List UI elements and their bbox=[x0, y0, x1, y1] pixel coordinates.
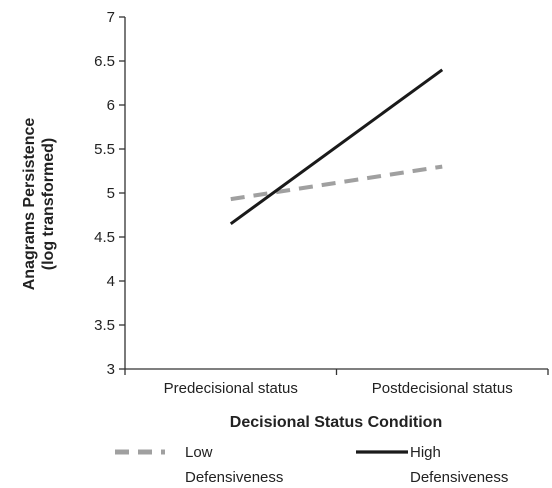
y-axis-title: Anagrams Persistence (log transformed) bbox=[21, 118, 57, 291]
series-line-high-defensiveness bbox=[229, 68, 444, 226]
legend-item-high-defensiveness: High Defensiveness bbox=[356, 444, 508, 486]
y-tick-label-3-5: 3.5 bbox=[94, 317, 115, 334]
y-axis-ticks: 3 3.5 4 4.5 5 5.5 6 6.5 7 bbox=[94, 9, 125, 378]
y-tick-label-5: 5 bbox=[107, 185, 115, 202]
y-tick-label-5-5: 5.5 bbox=[94, 141, 115, 158]
y-tick-label-6: 6 bbox=[107, 97, 115, 114]
y-tick-label-3: 3 bbox=[107, 361, 115, 378]
x-axis-title: Decisional Status Condition bbox=[230, 414, 442, 431]
x-tick-label-postdecisional-status: Postdecisional status bbox=[372, 380, 513, 397]
legend: Low Defensiveness High Defensiveness bbox=[115, 444, 508, 486]
legend-item-low-defensiveness: Low Defensiveness bbox=[115, 444, 283, 486]
legend-label-high-line-1: High bbox=[410, 444, 441, 461]
legend-label-low-line-2: Defensiveness bbox=[185, 469, 283, 486]
y-axis-title-line-2: (log transformed) bbox=[40, 138, 57, 270]
x-tick-label-predecisional-status: Predecisional status bbox=[164, 380, 298, 397]
y-tick-label-4: 4 bbox=[107, 273, 115, 290]
y-axis-title-line-1: Anagrams Persistence bbox=[21, 118, 38, 291]
series-line-low-defensiveness bbox=[230, 164, 443, 202]
y-tick-label-7: 7 bbox=[107, 9, 115, 26]
legend-label-high-line-2: Defensiveness bbox=[410, 469, 508, 486]
y-tick-label-4-5: 4.5 bbox=[94, 229, 115, 246]
y-tick-label-6-5: 6.5 bbox=[94, 53, 115, 70]
series-lines bbox=[229, 68, 444, 226]
x-axis-ticks: Predecisional status Postdecisional statu… bbox=[124, 369, 549, 397]
legend-label-low-line-1: Low bbox=[185, 444, 213, 461]
